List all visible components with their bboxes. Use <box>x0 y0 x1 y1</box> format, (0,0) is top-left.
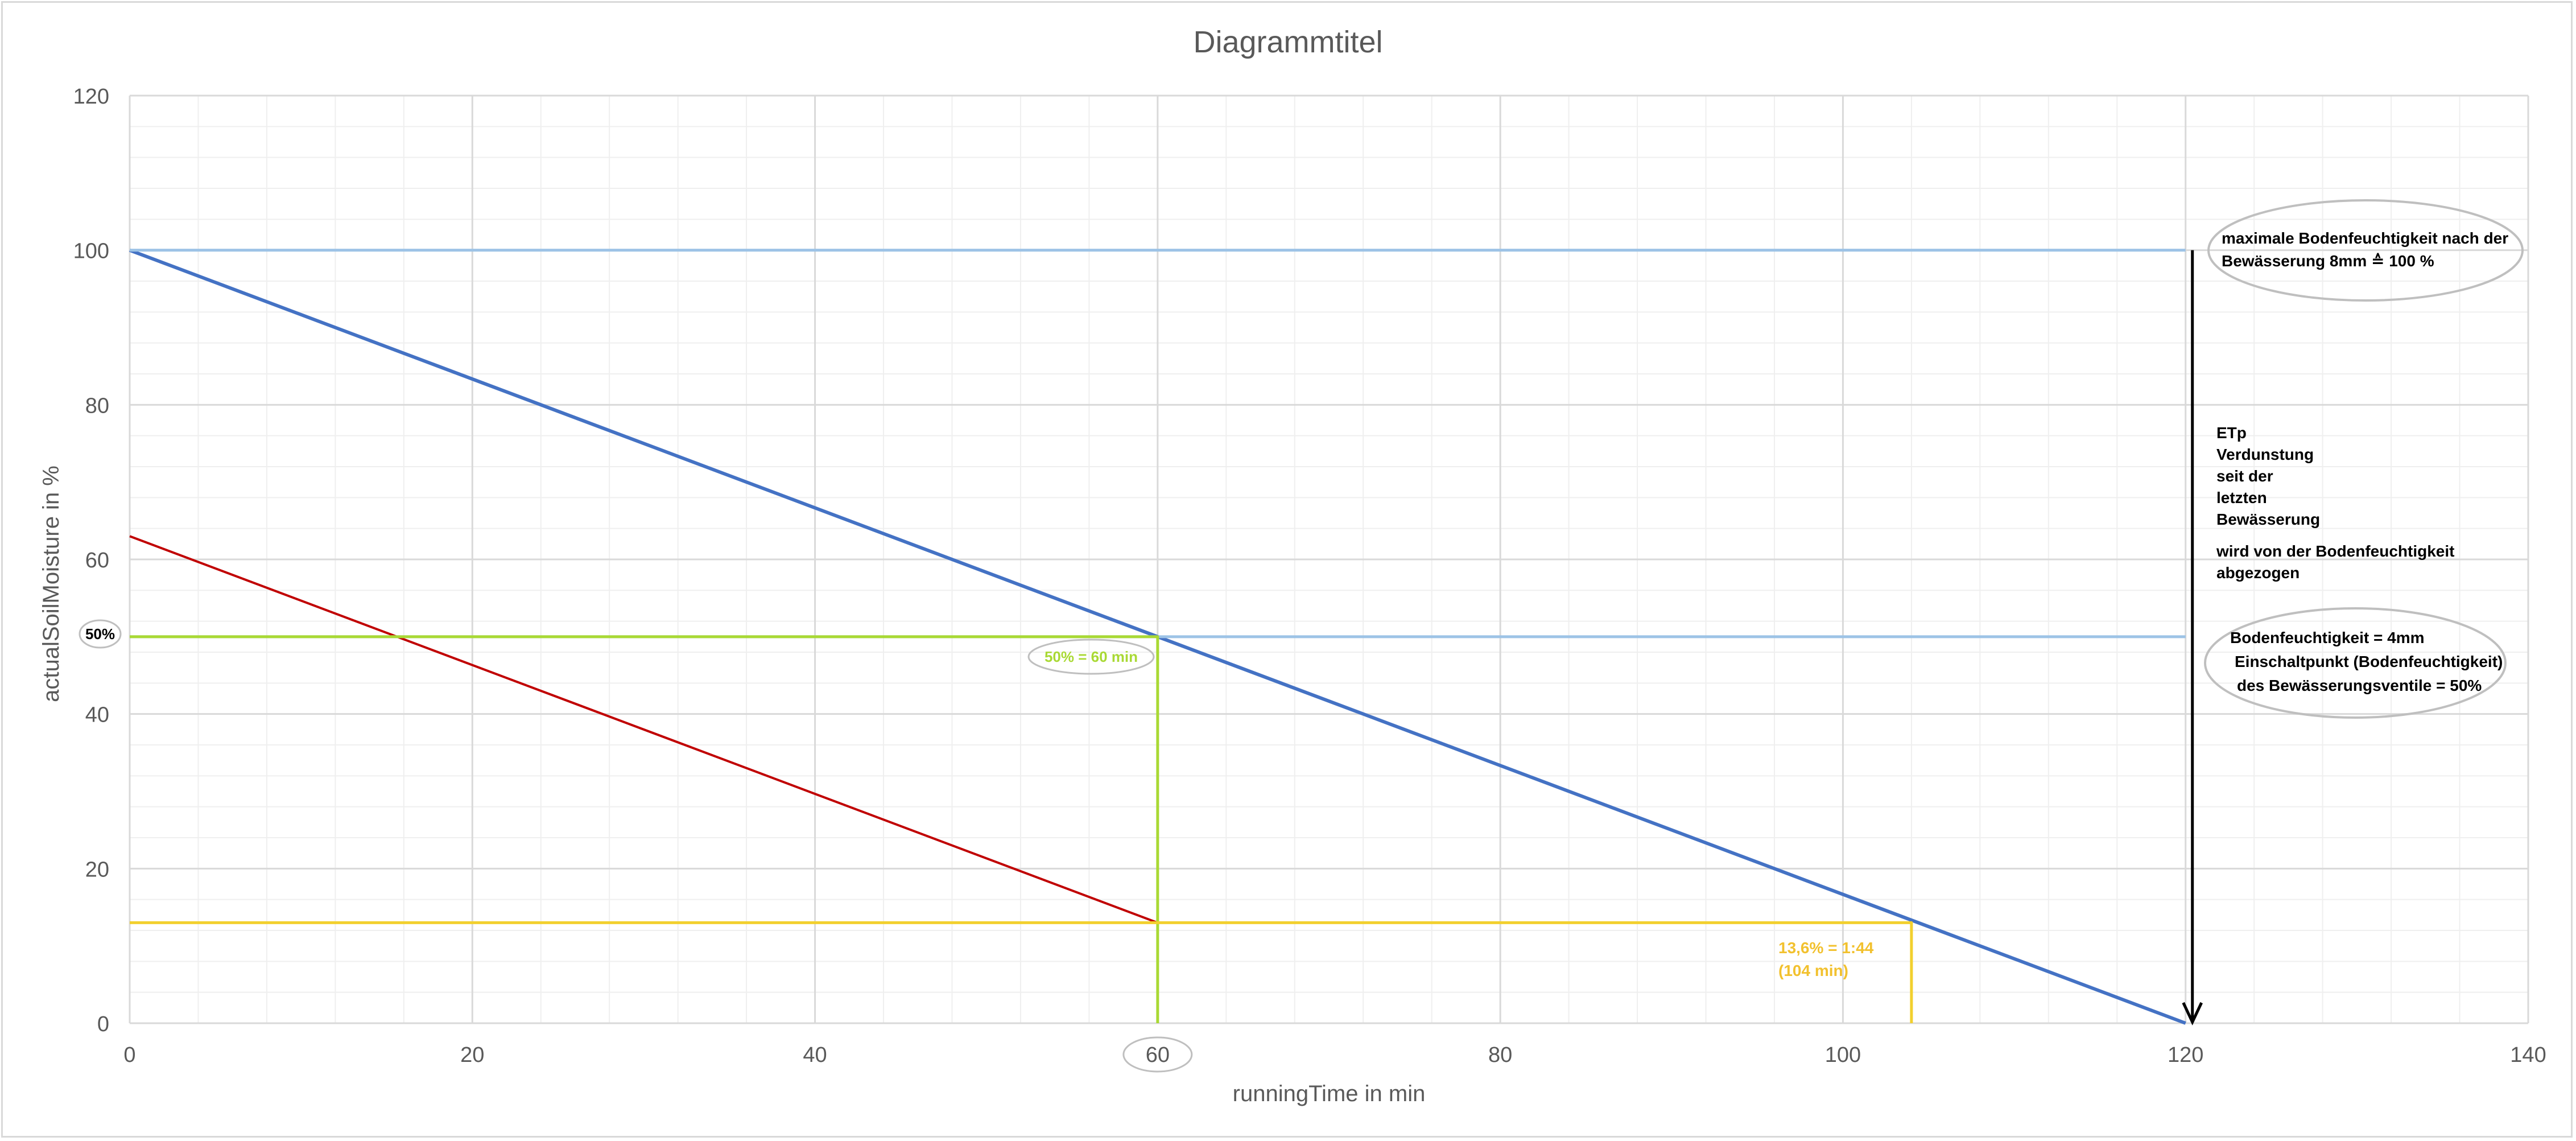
etp-arrow-head <box>2182 1002 2203 1025</box>
x-tick-label: 120 <box>2168 1043 2203 1067</box>
annotation-layer: maximale Bodenfeuchtigkeit nach der Bewäs… <box>79 199 2524 1073</box>
y-tick-label: 60 <box>85 549 109 572</box>
x-tick-label: 40 <box>803 1043 827 1067</box>
switch-note-text: des Bewässerungsventile = 50% <box>2237 677 2482 694</box>
green-label-oval <box>1027 639 1155 675</box>
max-note-text: maximale Bodenfeuchtigkeit nach der <box>2222 229 2508 247</box>
etp-note-text: abgezogen <box>2216 564 2300 582</box>
y-tick-label: 120 <box>73 85 109 109</box>
x-tick-label: 100 <box>1825 1043 1861 1067</box>
x-tick-label: 0 <box>123 1043 135 1067</box>
x60-oval <box>1122 1036 1193 1073</box>
max-note-oval <box>2207 199 2524 302</box>
chart-title: Diagrammtitel <box>1193 25 1382 59</box>
etp-note-text: Bewässerung <box>2216 510 2320 528</box>
switch-note-text: Einschaltpunkt (Bodenfeuchtigkeit) <box>2235 653 2503 670</box>
x-tick-label: 20 <box>460 1043 484 1067</box>
x-tick-label: 80 <box>1488 1043 1512 1067</box>
major-gridlines <box>129 94 2529 1024</box>
series-layer <box>129 248 2186 1025</box>
switch-note-text: Bodenfeuchtigkeit = 4mm <box>2230 629 2425 646</box>
yellow-marker-line <box>130 921 1913 1023</box>
x-axis-label: runningTime in min <box>1233 1081 1426 1106</box>
x-tick-label: 60 <box>1146 1043 1170 1067</box>
fifty-percent-label: 50% <box>85 625 115 642</box>
y-axis-label: actualSoilMoisture in % <box>39 466 64 702</box>
etp-note-text: Verdunstung <box>2216 446 2314 463</box>
green-marker-line <box>130 635 1159 1023</box>
max-note-text: Bewässerung 8mm ≙ 100 % <box>2222 252 2434 270</box>
tick-labels: 0 20 40 60 80 100 120 140 0 20 40 60 80 100 120 <box>73 85 2546 1067</box>
green-marker-label: 50% = 60 min <box>1045 648 1138 665</box>
switch-note-oval <box>2204 607 2507 719</box>
etp-note-text: ETp <box>2216 424 2247 442</box>
y-tick-label: 40 <box>85 703 109 727</box>
y-tick-label: 100 <box>73 240 109 263</box>
etp-note-text: seit der <box>2216 467 2273 485</box>
x-tick-label: 140 <box>2510 1043 2546 1067</box>
y-tick-label: 20 <box>85 858 109 882</box>
etp-note-text: wird von der Bodenfeuchtigkeit <box>2216 542 2454 560</box>
y-tick-label: 0 <box>97 1012 109 1036</box>
yellow-marker-label: (104 min) <box>1778 962 1848 979</box>
etp-note-text: letzten <box>2216 489 2267 506</box>
y-tick-label: 80 <box>85 394 109 418</box>
yellow-marker-label: 13,6% = 1:44 <box>1778 939 1874 957</box>
fifty-percent-oval <box>79 619 122 649</box>
red-line <box>129 535 1158 924</box>
